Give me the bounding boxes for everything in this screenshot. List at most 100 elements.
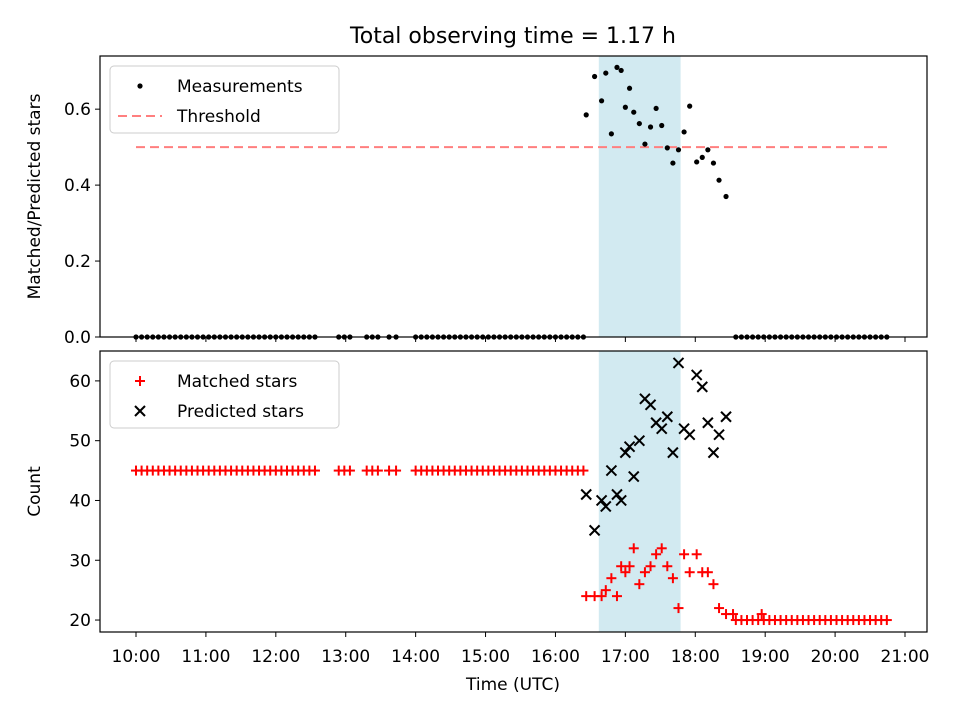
x-stroke-b — [720, 411, 732, 423]
predicted-stars-point — [588, 524, 601, 537]
matched-stars-point — [624, 561, 635, 572]
matched-stars-point — [639, 567, 650, 578]
matched-stars-point — [309, 465, 320, 476]
y-tick-label: 0.6 — [64, 100, 91, 120]
x-stroke-b — [588, 524, 601, 537]
legend-label: Threshold — [176, 107, 261, 127]
x-stroke-b — [595, 494, 608, 507]
measurements-point — [592, 73, 598, 80]
x-stroke-b — [696, 381, 708, 393]
observing-window-span — [598, 351, 681, 632]
x-tick-label: 11:00 — [181, 647, 230, 667]
chart-title: Total observing time = 1.17 h — [349, 24, 676, 49]
predicted-stars-point — [690, 369, 703, 381]
matched-stars-point — [881, 615, 892, 626]
ratio-legend: Measurements Threshold — [109, 65, 340, 134]
predicted-stars-point — [656, 423, 668, 435]
matched-stars-point — [391, 465, 402, 476]
legend-marker — [137, 83, 143, 89]
matched-stars-point — [756, 609, 767, 620]
measurements-point — [598, 98, 605, 104]
legend-marker — [134, 405, 146, 417]
measurements-point — [603, 70, 609, 76]
matched-stars-point — [344, 465, 355, 476]
x-stroke-b — [615, 494, 627, 507]
measurements-point — [664, 145, 670, 151]
predicted-stars-point — [720, 411, 732, 423]
y-tick-label: 0.2 — [64, 252, 91, 272]
matched-stars-point — [372, 465, 383, 476]
legend-marker — [135, 376, 145, 386]
predicted-stars-point — [667, 446, 679, 459]
y-tick-label: 50 — [69, 432, 91, 452]
measurements-point — [631, 109, 637, 115]
predicted-stars-point — [707, 446, 720, 459]
x-stroke-b — [650, 417, 662, 429]
measurements-point — [642, 141, 648, 147]
predicted-stars-point — [661, 411, 674, 423]
count-panel: 20 30 40 50 60 10:00 11:00 12:00 13:00 14:00 15:00… — [25, 350, 930, 667]
x-tick-label: 14:00 — [391, 647, 440, 667]
x-stroke-b — [656, 423, 668, 435]
x-tick-label: 20:00 — [811, 647, 860, 667]
predicted-stars-point — [713, 428, 725, 441]
measurements-point — [583, 112, 589, 118]
x-stroke-b — [611, 488, 623, 501]
axes-frame — [99, 350, 928, 633]
matched-stars-point — [684, 567, 695, 578]
x-tick-label: 13:00 — [321, 647, 370, 667]
matched-stars-point — [581, 591, 592, 602]
matched-stars-point — [596, 591, 607, 602]
predicted-stars-point — [696, 381, 708, 393]
x-stroke-b — [683, 428, 696, 441]
matched-stars-point — [656, 543, 667, 554]
x-stroke-b — [667, 446, 679, 459]
x-tick-label: 21:00 — [881, 647, 930, 667]
x-stroke-b — [639, 393, 651, 405]
predicted-stars-point — [628, 470, 640, 483]
x-stroke-b — [672, 357, 685, 369]
y-tick-label: 0.0 — [64, 328, 91, 348]
x-tick-label: 12:00 — [251, 647, 300, 667]
measurements-point — [647, 124, 654, 130]
matched-stars-point — [634, 579, 645, 590]
x-stroke-b — [600, 500, 612, 513]
matched-stars-point — [651, 549, 662, 560]
matched-stars-point — [578, 465, 589, 476]
predicted-stars-point — [580, 488, 592, 501]
predicted-stars-point — [633, 434, 646, 447]
measurements-point — [675, 147, 682, 153]
measurements-point — [659, 122, 665, 129]
measurements-point — [626, 85, 633, 91]
x-tick-label: 19:00 — [741, 647, 790, 667]
measurements-point — [636, 120, 642, 127]
count-legend: Matched stars Predicted stars — [109, 360, 340, 429]
legend-label: Predicted stars — [177, 402, 304, 422]
matched-stars-point — [620, 567, 631, 578]
matched-stars-point — [714, 603, 725, 614]
matched-stars-point — [673, 603, 684, 614]
x-stroke-b — [628, 470, 640, 483]
x-stroke-b — [707, 446, 720, 459]
y-axis-label: Count — [25, 466, 45, 517]
measurements-point — [716, 177, 722, 183]
y-tick-label: 20 — [69, 611, 91, 631]
measurements-point — [694, 159, 700, 165]
predicted-stars-point — [619, 446, 632, 459]
predicted-stars-point — [615, 494, 627, 507]
measurements-point — [622, 104, 628, 110]
matched-stars-point — [662, 561, 673, 572]
matched-stars-point — [611, 591, 622, 602]
x-tick-label: 15:00 — [461, 647, 510, 667]
measurements-point — [653, 105, 659, 112]
matched-stars-point — [616, 561, 627, 572]
measurements-point — [681, 129, 687, 135]
predicted-stars-point — [600, 500, 612, 513]
legend-box — [109, 360, 340, 429]
predicted-stars-point — [605, 464, 618, 477]
predicted-stars-point — [595, 494, 608, 507]
x-stroke-b — [134, 405, 146, 417]
legend-label: Measurements — [177, 77, 303, 97]
measurements-point — [618, 67, 624, 74]
matched-stars-point — [667, 573, 678, 584]
